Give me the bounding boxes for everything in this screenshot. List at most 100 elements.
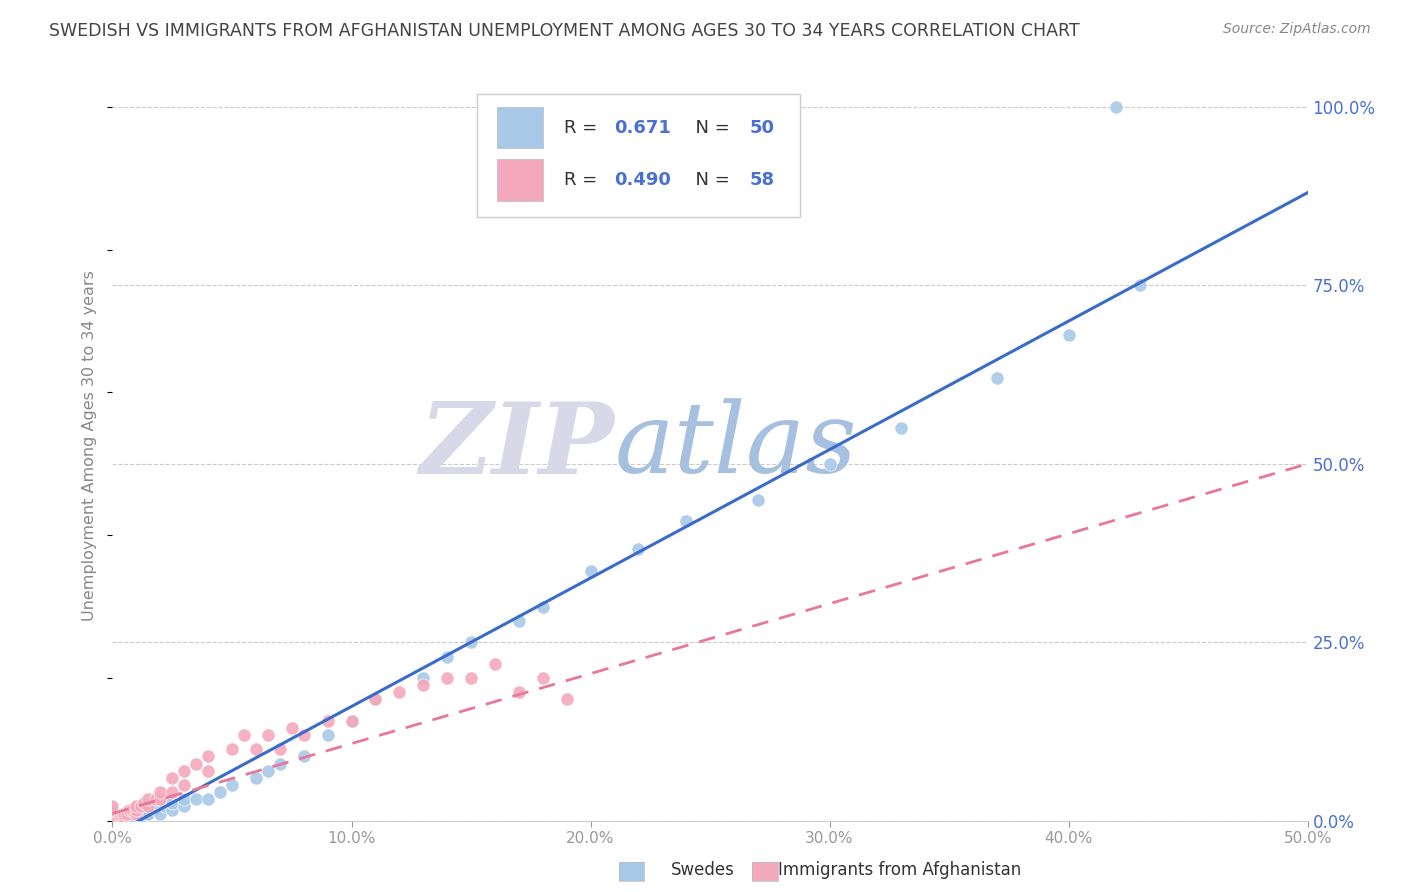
Immigrants from Afghanistan xyxy=(340,714,363,728)
Swedes xyxy=(508,614,530,628)
Swedes xyxy=(747,492,769,507)
Immigrants from Afghanistan xyxy=(281,721,304,735)
Swedes xyxy=(145,803,167,817)
FancyBboxPatch shape xyxy=(498,107,543,148)
Immigrants from Afghanistan xyxy=(101,814,124,828)
Immigrants from Afghanistan xyxy=(173,764,195,778)
Immigrants from Afghanistan xyxy=(436,671,458,685)
Swedes xyxy=(114,810,135,824)
Swedes xyxy=(1057,328,1080,343)
Swedes xyxy=(114,814,135,828)
Immigrants from Afghanistan xyxy=(508,685,530,699)
Swedes xyxy=(125,806,148,821)
Swedes xyxy=(186,792,208,806)
Immigrants from Afghanistan xyxy=(149,785,172,799)
Immigrants from Afghanistan xyxy=(101,806,124,821)
Swedes xyxy=(986,371,1008,385)
Swedes xyxy=(269,756,291,771)
Swedes xyxy=(162,796,183,810)
Text: atlas: atlas xyxy=(614,399,858,493)
Text: N =: N = xyxy=(683,119,735,136)
Text: 0.671: 0.671 xyxy=(614,119,671,136)
Swedes xyxy=(138,806,160,821)
Swedes xyxy=(245,771,267,785)
Swedes xyxy=(460,635,482,649)
Immigrants from Afghanistan xyxy=(105,814,128,828)
Immigrants from Afghanistan xyxy=(149,792,172,806)
Immigrants from Afghanistan xyxy=(316,714,339,728)
Immigrants from Afghanistan xyxy=(531,671,554,685)
Immigrants from Afghanistan xyxy=(162,785,183,799)
Text: ZIP: ZIP xyxy=(419,398,614,494)
Swedes xyxy=(173,792,195,806)
Immigrants from Afghanistan xyxy=(364,692,387,706)
Swedes xyxy=(149,806,172,821)
Immigrants from Afghanistan xyxy=(125,803,148,817)
Swedes xyxy=(115,810,138,824)
Immigrants from Afghanistan xyxy=(129,799,152,814)
Immigrants from Afghanistan xyxy=(233,728,256,742)
Immigrants from Afghanistan xyxy=(101,803,124,817)
Swedes xyxy=(890,421,912,435)
Swedes xyxy=(627,542,650,557)
Swedes xyxy=(292,749,315,764)
Swedes xyxy=(412,671,434,685)
Immigrants from Afghanistan xyxy=(173,778,195,792)
Text: 58: 58 xyxy=(749,171,775,189)
Immigrants from Afghanistan xyxy=(101,810,124,824)
Swedes xyxy=(162,803,183,817)
FancyBboxPatch shape xyxy=(477,94,800,218)
Swedes xyxy=(221,778,243,792)
Immigrants from Afghanistan xyxy=(101,799,124,814)
Swedes xyxy=(818,457,841,471)
Immigrants from Afghanistan xyxy=(101,803,124,817)
Immigrants from Afghanistan xyxy=(118,803,141,817)
Swedes xyxy=(125,814,148,828)
Text: N =: N = xyxy=(683,171,735,189)
Swedes xyxy=(105,814,128,828)
Swedes xyxy=(364,692,387,706)
Swedes xyxy=(173,799,195,814)
Swedes xyxy=(579,564,602,578)
Text: 0.490: 0.490 xyxy=(614,171,671,189)
Immigrants from Afghanistan xyxy=(460,671,482,685)
Immigrants from Afghanistan xyxy=(257,728,280,742)
Immigrants from Afghanistan xyxy=(101,808,124,822)
Swedes xyxy=(209,785,232,799)
Swedes xyxy=(101,810,124,824)
Swedes xyxy=(153,799,176,814)
Immigrants from Afghanistan xyxy=(125,806,148,821)
Immigrants from Afghanistan xyxy=(245,742,267,756)
Immigrants from Afghanistan xyxy=(269,742,291,756)
Text: Source: ZipAtlas.com: Source: ZipAtlas.com xyxy=(1223,22,1371,37)
Swedes xyxy=(101,814,124,828)
Text: R =: R = xyxy=(564,171,603,189)
Immigrants from Afghanistan xyxy=(197,764,219,778)
Immigrants from Afghanistan xyxy=(111,810,134,824)
Immigrants from Afghanistan xyxy=(412,678,434,692)
Swedes xyxy=(257,764,280,778)
Immigrants from Afghanistan xyxy=(101,814,124,828)
Swedes xyxy=(135,806,157,821)
Immigrants from Afghanistan xyxy=(114,810,135,824)
Immigrants from Afghanistan xyxy=(101,814,124,828)
Immigrants from Afghanistan xyxy=(101,814,124,828)
Text: R =: R = xyxy=(564,119,603,136)
Immigrants from Afghanistan xyxy=(138,792,160,806)
Swedes xyxy=(531,599,554,614)
Immigrants from Afghanistan xyxy=(162,771,183,785)
Immigrants from Afghanistan xyxy=(186,756,208,771)
Swedes xyxy=(129,810,152,824)
Swedes xyxy=(108,812,131,826)
FancyBboxPatch shape xyxy=(498,160,543,201)
Immigrants from Afghanistan xyxy=(221,742,243,756)
Swedes xyxy=(1105,100,1128,114)
Immigrants from Afghanistan xyxy=(555,692,578,706)
Swedes xyxy=(316,728,339,742)
Text: 50: 50 xyxy=(749,119,775,136)
Immigrants from Afghanistan xyxy=(484,657,506,671)
Swedes xyxy=(197,792,219,806)
Swedes xyxy=(675,514,697,528)
Immigrants from Afghanistan xyxy=(132,796,155,810)
Immigrants from Afghanistan xyxy=(145,792,167,806)
